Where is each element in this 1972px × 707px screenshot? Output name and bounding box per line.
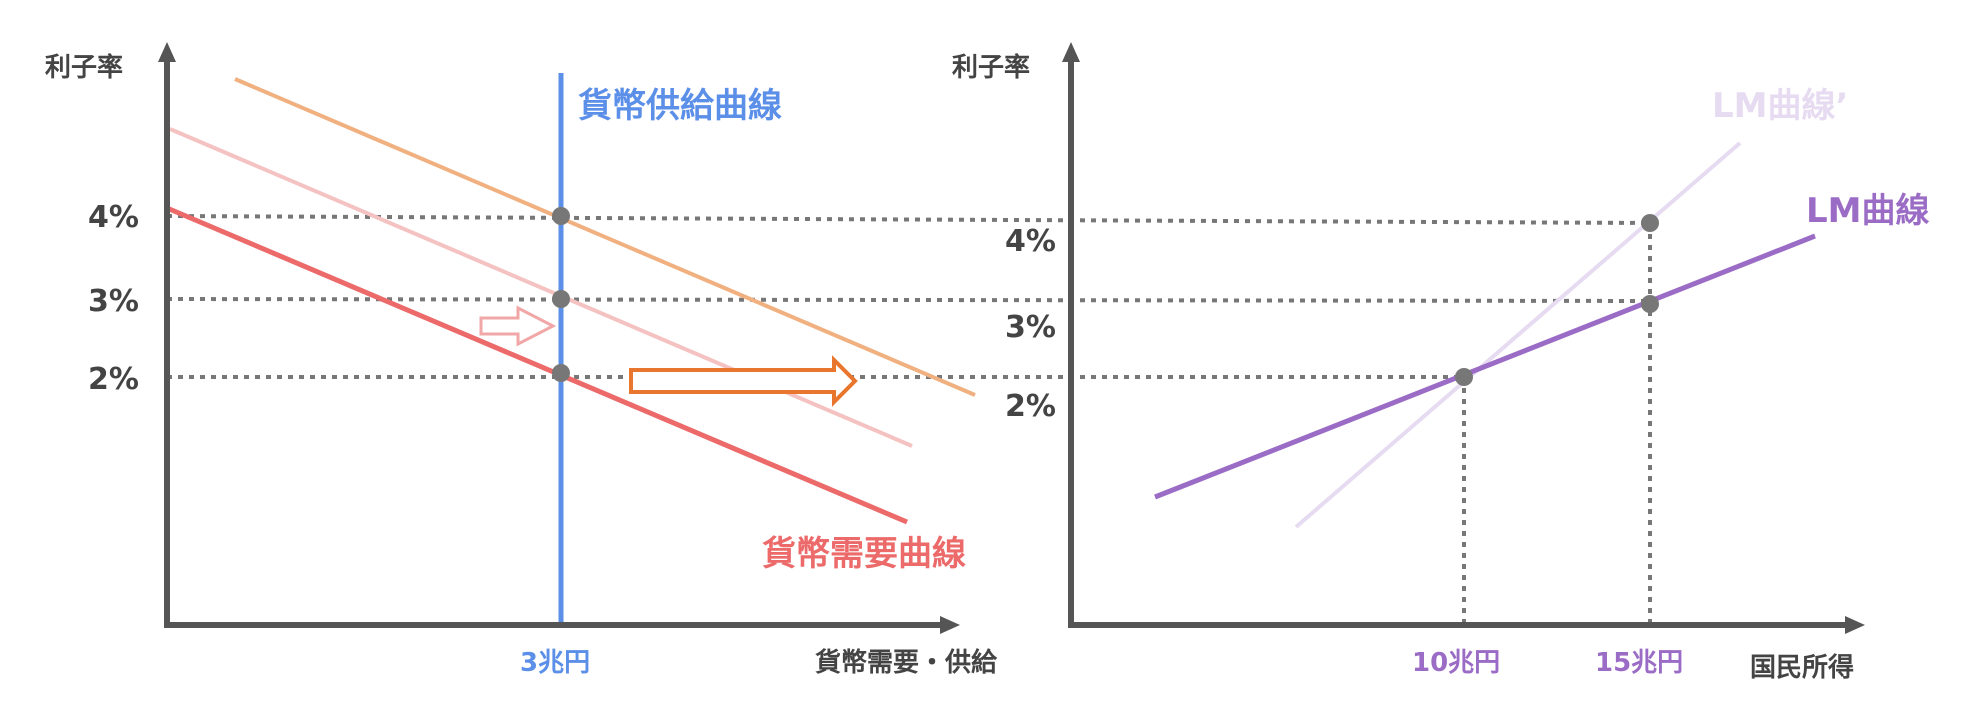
- lm-curve-label: LM曲線: [1806, 191, 1930, 231]
- equilibrium-point-4pct: [552, 207, 570, 225]
- lm-shifted-curve-label: LM曲線’: [1712, 86, 1848, 126]
- equilibrium-point-3pct: [552, 290, 570, 308]
- money-demand-curve: [166, 205, 908, 525]
- lm-point-10: [1455, 368, 1473, 386]
- y-axis-arrowhead-icon: [1062, 42, 1080, 62]
- lm-point-15-4pct: [1641, 214, 1659, 232]
- lm-point-15-3pct: [1641, 295, 1659, 313]
- y-axis-arrowhead-icon: [158, 42, 176, 62]
- y-tick-label: 2%: [88, 362, 139, 397]
- y-axis-label: 利子率: [45, 52, 123, 83]
- y-tick-label: 2%: [1005, 389, 1056, 424]
- x-axis-label: 貨幣需要・供給: [815, 647, 998, 678]
- y-tick-label: 3%: [1005, 310, 1056, 345]
- guide-line-4pct: [166, 214, 1651, 225]
- shift-arrow-small-icon: [479, 305, 557, 347]
- money-demand-curve-label: 貨幣需要曲線: [762, 534, 966, 574]
- money-market-chart: 利子率 貨幣需要・供給 4% 3% 2% 3兆円 貨幣供給曲線 貨幣需要曲線: [45, 42, 1651, 678]
- x-axis-label: 国民所得: [1750, 653, 1854, 683]
- money-supply-curve-label: 貨幣供給曲線: [578, 86, 782, 126]
- x-tick-label: 15兆円: [1595, 648, 1683, 678]
- y-axis-label: 利子率: [952, 52, 1030, 83]
- y-tick-label: 4%: [88, 200, 139, 235]
- shift-arrow-big-icon: [629, 355, 858, 407]
- lm-shifted-curve: [1294, 141, 1742, 529]
- money-demand-curve-mid: [169, 127, 913, 448]
- y-tick-label: 4%: [1005, 224, 1056, 259]
- lm-chart: 利子率 国民所得 4% 3% 2% 10兆円 15兆円 LM曲線’ LM曲線: [952, 42, 1930, 683]
- guide-line-3pct: [166, 297, 1651, 303]
- y-tick-label: 3%: [88, 284, 139, 319]
- x-axis-arrowhead-icon: [940, 616, 960, 634]
- x-axis-arrowhead-icon: [1845, 616, 1865, 634]
- money-demand-curve-high: [234, 77, 976, 397]
- supply-x-value-label: 3兆円: [520, 648, 590, 678]
- equilibrium-point-2pct: [552, 364, 570, 382]
- x-tick-label: 10兆円: [1412, 648, 1500, 678]
- lm-curve: [1154, 233, 1816, 500]
